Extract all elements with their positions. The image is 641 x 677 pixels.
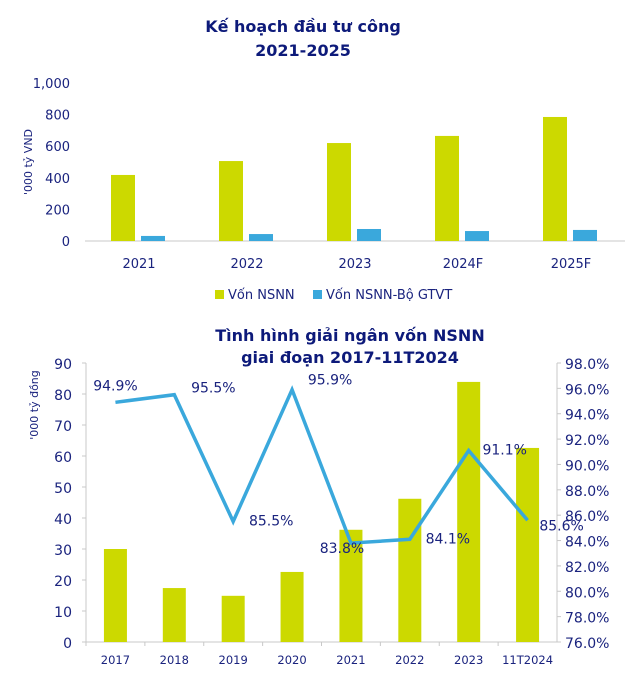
chart-2-x-tick: 2018 bbox=[160, 653, 189, 667]
chart-2-y2-tick: 88.0% bbox=[565, 484, 609, 500]
chart-1-y-tick: 400 bbox=[45, 172, 70, 187]
chart-2-x-tick: 2022 bbox=[395, 653, 424, 667]
bar-disbursement bbox=[339, 529, 363, 642]
chart-1-y-tick: 0 bbox=[62, 235, 70, 250]
chart-2-y-tick: 80 bbox=[54, 388, 72, 404]
bar-disbursement bbox=[516, 447, 540, 642]
data-label-rate: 95.5% bbox=[191, 381, 235, 397]
data-label-rate: 91.1% bbox=[482, 443, 526, 459]
chart-2-y-tick: 0 bbox=[63, 636, 72, 652]
bar-von-nsnn-bo-gtvt bbox=[465, 231, 489, 241]
chart-2-x-tick: 11T2024 bbox=[502, 653, 553, 667]
bar-von-nsnn-bo-gtvt bbox=[357, 228, 381, 241]
chart-2-y-axis-label: '000 tỷ đồng bbox=[28, 370, 41, 440]
chart-1-x-tick: 2023 bbox=[338, 257, 371, 272]
chart-2-y-tick: 10 bbox=[54, 605, 72, 621]
legend-swatch-von-nsnn bbox=[215, 290, 224, 299]
data-label-rate: 83.8% bbox=[320, 541, 364, 557]
data-label-rate: 94.9% bbox=[93, 378, 137, 394]
chart-2-y2-tick: 76.0% bbox=[565, 636, 609, 652]
chart-2-x-tick: 2021 bbox=[336, 653, 365, 667]
data-label-rate: 85.6% bbox=[539, 518, 583, 534]
chart-2-title-line-1: Tình hình giải ngân vốn NSNN bbox=[215, 326, 484, 345]
chart-2-x-tick: 2023 bbox=[454, 653, 483, 667]
chart-2-y2-tick: 98.0% bbox=[565, 357, 609, 373]
bar-von-nsnn bbox=[543, 116, 567, 241]
chart-2-title-line-2: giai đoạn 2017-11T2024 bbox=[241, 348, 459, 367]
chart-2-y-tick: 40 bbox=[54, 512, 72, 528]
bar-disbursement bbox=[103, 549, 127, 642]
data-label-rate: 84.1% bbox=[426, 531, 470, 547]
bar-von-nsnn bbox=[111, 174, 135, 241]
chart-2-y2-tick: 80.0% bbox=[565, 585, 609, 601]
bar-von-nsnn bbox=[327, 143, 351, 241]
bar-disbursement bbox=[221, 595, 245, 642]
bar-von-nsnn-bo-gtvt bbox=[573, 229, 597, 241]
chart-2-y2-tick: 84.0% bbox=[565, 535, 609, 551]
chart-1-title-line-1: Kế hoạch đầu tư công bbox=[205, 17, 401, 36]
chart-1-x-tick: 2022 bbox=[230, 257, 263, 272]
legend-label-von-nsnn: Vốn NSNN bbox=[228, 288, 295, 303]
chart-1-y-tick: 200 bbox=[45, 203, 70, 218]
chart-2-y2-tick: 86.0% bbox=[565, 509, 609, 525]
chart-2-x-tick: 2019 bbox=[219, 653, 248, 667]
chart-2-y-tick: 90 bbox=[54, 357, 72, 373]
chart-2-y2-tick: 96.0% bbox=[565, 382, 609, 398]
chart-2-x-tick: 2017 bbox=[101, 653, 130, 667]
chart-2-y2-tick: 94.0% bbox=[565, 408, 609, 424]
legend-swatch-von-nsnn-bo-gtvt bbox=[313, 290, 322, 299]
bar-disbursement bbox=[162, 588, 186, 642]
bar-von-nsnn bbox=[219, 161, 243, 241]
bar-von-nsnn-bo-gtvt bbox=[141, 235, 165, 241]
data-label-rate: 95.9% bbox=[308, 373, 352, 389]
chart-2-y-tick: 60 bbox=[54, 450, 72, 466]
bar-von-nsnn bbox=[435, 135, 459, 241]
chart-1-y-tick: 800 bbox=[45, 109, 70, 124]
chart-2-y-tick: 70 bbox=[54, 419, 72, 435]
chart-2-y2-tick: 78.0% bbox=[565, 611, 609, 627]
chart-1-x-tick: 2024F bbox=[443, 257, 484, 272]
chart-2-y2-tick: 82.0% bbox=[565, 560, 609, 576]
chart-1-y-axis-label: '000 tỷ VND bbox=[22, 129, 35, 195]
chart-1-x-tick: 2021 bbox=[122, 257, 155, 272]
chart-1-y-tick: 1,000 bbox=[33, 77, 70, 92]
chart-2-x-tick: 2020 bbox=[277, 653, 306, 667]
bar-disbursement bbox=[280, 571, 304, 642]
chart-1: Kế hoạch đầu tư công 2021-2025 '000 tỷ V… bbox=[22, 17, 625, 303]
bar-disbursement bbox=[457, 381, 481, 642]
data-label-rate: 85.5% bbox=[249, 514, 293, 530]
chart-2: Tình hình giải ngân vốn NSNN giai đoạn 2… bbox=[28, 326, 609, 667]
chart-1-y-tick: 600 bbox=[45, 140, 70, 155]
chart-2-y-tick: 30 bbox=[54, 543, 72, 559]
chart-2-y2-tick: 92.0% bbox=[565, 433, 609, 449]
bar-disbursement bbox=[398, 498, 422, 642]
chart-1-x-tick: 2025F bbox=[551, 257, 592, 272]
chart-2-y-tick: 20 bbox=[54, 574, 72, 590]
chart-1-title-line-2: 2021-2025 bbox=[255, 41, 351, 60]
chart-2-y-tick: 50 bbox=[54, 481, 72, 497]
legend-label-von-nsnn-bo-gtvt: Vốn NSNN-Bộ GTVT bbox=[326, 288, 452, 303]
chart-2-y2-tick: 90.0% bbox=[565, 458, 609, 474]
disbursement-rate-line bbox=[115, 385, 529, 545]
bar-von-nsnn-bo-gtvt bbox=[249, 234, 273, 241]
